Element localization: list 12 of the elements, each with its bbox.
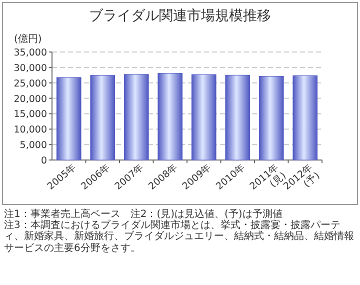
text: 注1：事業者売上高ベース 注2：(見)は見込値、(予)は予測値 — [4, 209, 284, 220]
y-tick-label: 15,000 — [14, 109, 47, 120]
y-tick-label: 30,000 — [14, 62, 47, 74]
y-tick-label: 0 — [40, 156, 47, 166]
y-tick-label: 10,000 — [14, 124, 47, 136]
chart-title: ブライダル関連市場規模推移 — [89, 8, 271, 24]
y-tick-label: 25,000 — [14, 78, 47, 90]
y-tick-label: 35,000 — [14, 48, 47, 58]
y-tick-label: 20,000 — [14, 94, 47, 105]
y-axis-title: (億円) — [14, 33, 42, 45]
y-tick-label: 5,000 — [20, 140, 47, 152]
text: 注3：本調査におけるブライダル関連市場とは、挙式・披露宴・披露パーティ、新婚家具、新婚旅行、ブライダルジュエリー、結納式・結納品、結婚情報サービスの主要6分野をさす。 — [4, 220, 355, 254]
